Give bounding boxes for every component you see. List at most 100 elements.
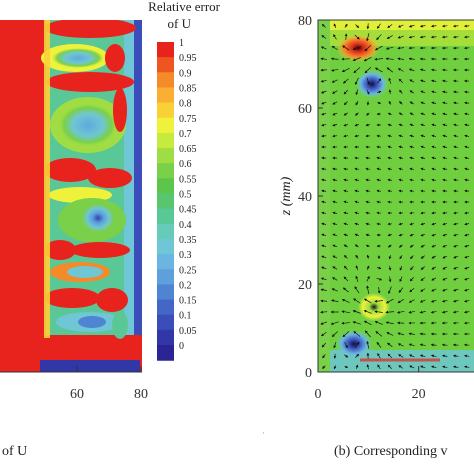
- vector-arrow: [464, 145, 470, 149]
- vector-arrow: [431, 90, 437, 94]
- vector-arrow: [397, 57, 405, 61]
- vector-arrow: [377, 78, 382, 84]
- vector-arrow: [409, 178, 415, 182]
- vector-arrow: [365, 244, 370, 248]
- vector-arrow: [332, 266, 338, 270]
- vector-arrow: [442, 244, 448, 248]
- vector-arrow: [399, 101, 403, 105]
- vector-arrow: [397, 24, 404, 28]
- vector-arrow: [343, 178, 349, 182]
- vector-arrow: [330, 57, 339, 61]
- right-x-tick-label: 0: [315, 387, 322, 402]
- vector-arrow: [320, 79, 327, 83]
- vector-arrow: [409, 123, 414, 127]
- vector-arrow: [442, 156, 448, 160]
- vector-arrow: [374, 45, 383, 51]
- vector-arrow: [452, 310, 459, 314]
- vortex-bottom-blue: [336, 330, 372, 358]
- colorbar-swatch: [157, 57, 174, 73]
- vector-arrow: [409, 101, 414, 105]
- vector-arrow: [419, 343, 426, 347]
- right-y-ticks: 0 20 40 60 80: [298, 14, 323, 381]
- left-heatmap: [0, 20, 142, 372]
- vector-arrow: [331, 331, 338, 338]
- vector-arrow: [430, 343, 437, 347]
- colorbar-swatch: [157, 254, 174, 270]
- vector-arrow: [398, 156, 404, 160]
- vector-arrow: [442, 112, 448, 116]
- vector-arrow: [420, 288, 426, 292]
- vector-arrow: [464, 178, 470, 182]
- vector-arrow: [408, 68, 415, 72]
- vector-arrow: [366, 254, 370, 259]
- vector-arrow: [409, 90, 415, 94]
- vector-arrow: [343, 244, 348, 248]
- vector-arrow: [376, 34, 382, 41]
- vector-arrow: [464, 167, 470, 171]
- vector-arrow: [420, 145, 426, 149]
- vector-arrow: [387, 167, 393, 171]
- vector-arrow: [366, 33, 370, 42]
- vector-arrow: [333, 365, 337, 370]
- left-x-tick-label: 80: [134, 387, 148, 402]
- colorbar-tick-label: 0.35: [179, 235, 197, 246]
- colorbar-tick-label: 1: [179, 38, 184, 49]
- vector-arrow: [366, 89, 370, 95]
- vector-arrow: [453, 101, 459, 105]
- left-x-ticks: 60 80: [70, 366, 148, 402]
- vector-arrow: [420, 266, 425, 270]
- vector-arrow: [322, 353, 326, 359]
- vector-arrow: [409, 365, 415, 369]
- vector-arrow: [420, 277, 426, 281]
- vector-arrow: [453, 145, 459, 149]
- vector-arrow: [408, 299, 415, 303]
- vector-arrow: [354, 341, 360, 348]
- vector-arrow: [321, 178, 327, 182]
- heatmap-structures: [41, 20, 136, 339]
- vector-arrow: [364, 66, 372, 74]
- vector-arrow: [399, 89, 403, 94]
- vector-arrow: [364, 330, 371, 338]
- left-caption: of U: [2, 444, 27, 459]
- vector-arrow: [365, 233, 370, 237]
- vector-arrow: [377, 23, 381, 29]
- vector-arrow: [365, 178, 371, 182]
- vector-arrow: [332, 178, 338, 182]
- vector-arrow: [365, 211, 370, 215]
- vector-arrow: [464, 156, 470, 160]
- vector-arrow: [420, 156, 426, 160]
- vector-arrow: [365, 156, 371, 160]
- colorbar-tick-label: 0.5: [179, 190, 192, 201]
- right-y-tick-label: 20: [298, 278, 312, 293]
- vector-arrow: [397, 35, 404, 39]
- vector-arrow: [366, 364, 370, 370]
- vector-arrow: [442, 134, 448, 138]
- vector-arrow: [441, 343, 448, 347]
- vector-arrow: [431, 134, 437, 138]
- vector-arrow: [464, 222, 470, 226]
- vector-arrow: [374, 320, 383, 325]
- right-x-ticks: 0 20: [315, 366, 426, 402]
- vector-arrow: [354, 167, 360, 171]
- vector-arrow: [377, 101, 382, 105]
- vector-arrow: [409, 112, 414, 116]
- right-y-tick-label: 60: [298, 102, 312, 117]
- vector-arrow: [321, 244, 327, 248]
- vector-arrow: [321, 112, 327, 116]
- vector-arrow: [431, 277, 437, 281]
- vector-arrow: [331, 68, 339, 72]
- vector-arrow: [320, 46, 327, 50]
- vector-arrow: [332, 123, 338, 127]
- vortex-top-red: [336, 34, 380, 62]
- vector-arrow: [420, 79, 426, 83]
- vector-arrow: [331, 299, 339, 303]
- vector-arrow: [442, 167, 448, 171]
- vector-arrow: [431, 167, 437, 171]
- vector-arrow: [376, 277, 383, 281]
- vector-arrow: [320, 310, 328, 314]
- colorbar-title-line-1: Relative error: [148, 0, 220, 14]
- colorbar-tick-label: 0.45: [179, 205, 197, 216]
- vector-arrow: [387, 364, 392, 369]
- vector-arrow: [374, 299, 384, 303]
- vector-arrow: [409, 79, 415, 83]
